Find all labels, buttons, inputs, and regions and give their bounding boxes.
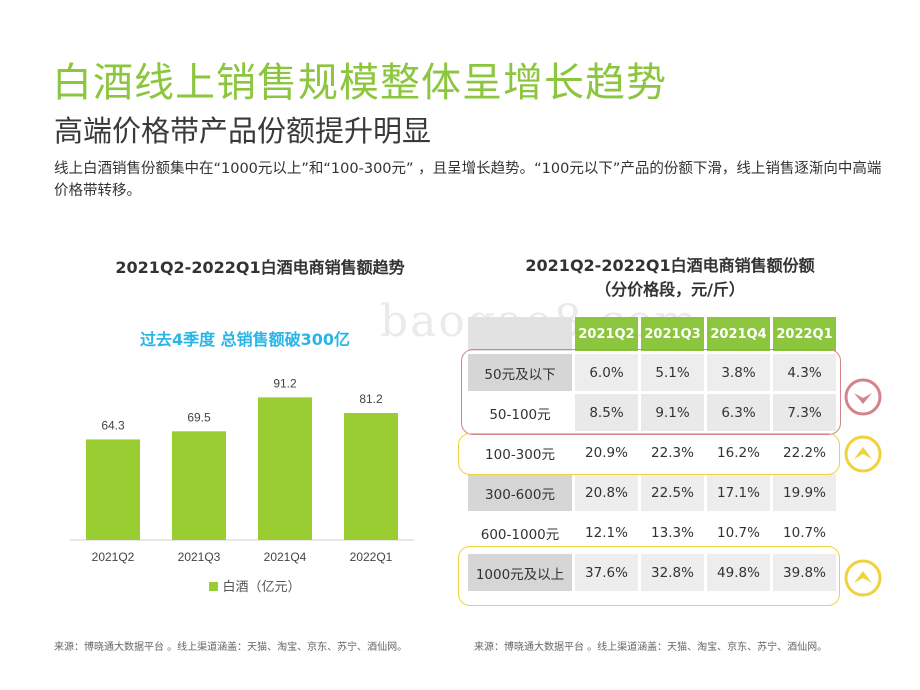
down-highlight-oval <box>461 349 841 435</box>
table-cell: 49.8% <box>707 554 770 591</box>
table-cell: 4.3% <box>773 354 836 391</box>
legend-swatch <box>209 582 219 591</box>
bar-chart: 64.3 2021Q2 69.5 2021Q3 91.2 2021Q4 81.2 2022Q1 <box>70 376 414 564</box>
header-col: 2021Q3 <box>641 317 704 351</box>
data-label: 91.2 <box>273 376 297 390</box>
header-corner <box>468 317 572 351</box>
row-label: 600-1000元 <box>468 514 572 551</box>
data-label: 69.5 <box>187 410 211 424</box>
source-note-right: 来源：博晓通大数据平台 。线上渠道涵盖：天猫、淘宝、京东、苏宁、酒仙网。 <box>474 642 828 653</box>
table-cell: 10.7% <box>773 514 836 551</box>
table-cell: 13.3% <box>641 514 704 551</box>
x-tick-label: 2022Q1 <box>350 550 393 564</box>
x-tick-label: 2021Q4 <box>264 550 307 564</box>
row-label: 50-100元 <box>468 394 572 431</box>
row-label: 50元及以下 <box>468 354 572 391</box>
header-col: 2021Q2 <box>575 317 638 351</box>
table-cell: 3.8% <box>707 354 770 391</box>
table-cell: 22.3% <box>641 434 704 471</box>
table-cell: 22.2% <box>773 434 836 471</box>
up-highlight-oval <box>458 546 840 606</box>
bar-2021Q2 <box>86 439 140 540</box>
table-cell: 39.8% <box>773 554 836 591</box>
table-cell: 22.5% <box>641 474 704 511</box>
legend-label: 白酒（亿元） <box>222 580 301 595</box>
table-row: 300-600元 20.8% 22.5% 17.1% 19.9% <box>468 474 836 511</box>
table-cell: 5.1% <box>641 354 704 391</box>
up-arrow-icon <box>844 435 882 473</box>
bar-chart-title: 2021Q2-2022Q1白酒电商销售额趋势 <box>115 258 405 277</box>
page-description: 线上白酒销售份额集中在“1000元以上”和“100-300元” ，且呈增长趋势。… <box>54 161 882 199</box>
table-row: 1000元及以上 37.6% 32.8% 49.8% 39.8% <box>468 554 836 591</box>
row-label: 300-600元 <box>468 474 572 511</box>
share-table: 2021Q2 2021Q3 2021Q4 2022Q1 50元及以下 6.0% 5.… <box>465 314 839 594</box>
table-cell: 8.5% <box>575 394 638 431</box>
table-row: 50元及以下 6.0% 5.1% 3.8% 4.3% <box>468 354 836 391</box>
table-cell: 19.9% <box>773 474 836 511</box>
page-subtitle: 高端价格带产品份额提升明显 <box>54 114 432 148</box>
table-cell: 10.7% <box>707 514 770 551</box>
table-cell: 20.8% <box>575 474 638 511</box>
table-cell: 32.8% <box>641 554 704 591</box>
chart-legend: 白酒（亿元） <box>60 576 450 595</box>
table-cell: 16.2% <box>707 434 770 471</box>
table-row: 100-300元 20.9% 22.3% 16.2% 22.2% <box>468 434 836 471</box>
table-row: 600-1000元 12.1% 13.3% 10.7% 10.7% <box>468 514 836 551</box>
table-cell: 37.6% <box>575 554 638 591</box>
table-title-line1: 2021Q2-2022Q1白酒电商销售额份额 <box>525 256 815 275</box>
row-label: 1000元及以上 <box>468 554 572 591</box>
table-title: 2021Q2-2022Q1白酒电商销售额份额 （分价格段，元/斤） <box>465 254 875 302</box>
bar-2021Q4 <box>258 397 312 540</box>
table-cell: 12.1% <box>575 514 638 551</box>
header-col: 2021Q4 <box>707 317 770 351</box>
page-title: 白酒线上销售规模整体呈增长趋势 <box>52 60 667 106</box>
bar-2022Q1 <box>344 413 398 540</box>
table-cell: 6.3% <box>707 394 770 431</box>
x-tick-label: 2021Q2 <box>92 550 135 564</box>
table-cell: 17.1% <box>707 474 770 511</box>
up-arrow-icon <box>844 559 882 597</box>
table-header-row: 2021Q2 2021Q3 2021Q4 2022Q1 <box>468 317 836 351</box>
header-col: 2022Q1 <box>773 317 836 351</box>
data-label: 64.3 <box>101 418 125 432</box>
bar-2021Q3 <box>172 431 226 540</box>
table-cell: 7.3% <box>773 394 836 431</box>
table-row: 50-100元 8.5% 9.1% 6.3% 7.3% <box>468 394 836 431</box>
highlight-callout: 过去4季度 总销售额破300亿 <box>139 330 351 349</box>
table-title-line2: （分价格段，元/斤） <box>595 280 745 299</box>
source-note-left: 来源：博晓通大数据平台 。线上渠道涵盖：天猫、淘宝、京东、苏宁、酒仙网。 <box>54 642 408 653</box>
table-cell: 9.1% <box>641 394 704 431</box>
up-highlight-oval <box>458 433 840 475</box>
data-label: 81.2 <box>359 392 383 406</box>
table-cell: 6.0% <box>575 354 638 391</box>
table-cell: 20.9% <box>575 434 638 471</box>
down-arrow-icon <box>844 378 882 416</box>
x-tick-label: 2021Q3 <box>178 550 221 564</box>
row-label: 100-300元 <box>468 434 572 471</box>
